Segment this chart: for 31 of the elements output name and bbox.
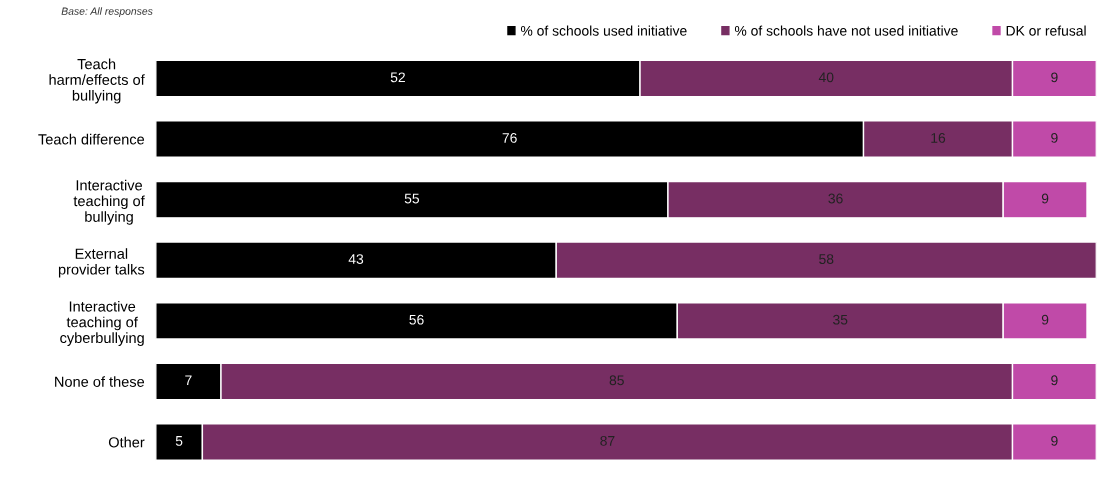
- y-tick-label: Interactive teaching of bullying: [73, 179, 145, 225]
- data-label: 9: [1051, 132, 1058, 143]
- data-label: 36: [828, 193, 843, 204]
- y-tick-label: External provider talks: [58, 248, 145, 278]
- legend-label: % of schools used initiative: [520, 25, 687, 36]
- data-label: 9: [1041, 193, 1049, 204]
- legend-label: % of schools have not used initiative: [734, 25, 958, 36]
- data-label: 40: [818, 72, 834, 83]
- y-tick-label: None of these: [55, 376, 145, 387]
- y-tick-label: Teach difference: [38, 133, 145, 145]
- data-label: 55: [404, 193, 420, 204]
- data-label: 85: [609, 375, 624, 386]
- data-label: 16: [931, 132, 946, 143]
- data-label: 9: [1051, 72, 1058, 83]
- data-label: 56: [409, 314, 424, 325]
- y-tick-label: Teach harm/effects of bullying: [49, 58, 145, 104]
- data-label: 43: [348, 254, 364, 265]
- data-label: 52: [390, 72, 405, 83]
- y-tick-label: Other: [108, 436, 145, 448]
- data-label: 58: [819, 254, 834, 265]
- data-label: 76: [502, 132, 517, 143]
- data-label: 35: [833, 314, 848, 325]
- data-label: 9: [1041, 314, 1049, 325]
- y-tick-label: Interactive teaching of cyberbullying: [60, 300, 144, 346]
- data-label: 9: [1051, 375, 1058, 386]
- data-label: 5: [175, 436, 183, 446]
- data-label: 87: [600, 435, 615, 446]
- data-label: 7: [185, 375, 192, 386]
- legend-label: DK or refusal: [1006, 25, 1086, 36]
- data-label: 9: [1051, 435, 1058, 446]
- text: Base: All responses: [61, 7, 153, 17]
